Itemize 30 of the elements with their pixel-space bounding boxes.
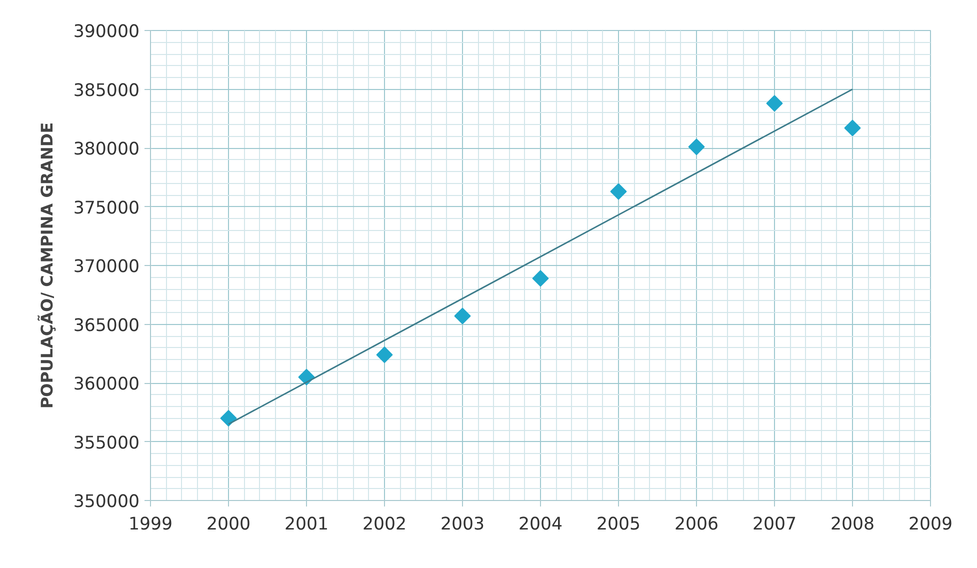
x-tick-label: 2001 (284, 514, 329, 534)
point (376, 346, 393, 364)
y-tick-label: 360000 (73, 374, 140, 394)
x-tick-label: 2003 (440, 514, 485, 534)
x-tick-label: 1999 (128, 514, 173, 534)
y-tick-label: 390000 (73, 22, 140, 42)
y-tick-label: 380000 (73, 140, 140, 160)
point (610, 183, 627, 200)
y-tick-label: 350000 (73, 492, 140, 512)
x-tick-label: 2004 (518, 514, 563, 534)
x-tick-label: 2007 (752, 514, 797, 534)
x-tick-label: 2009 (908, 514, 953, 534)
y-axis-title: POPULAÇÃO/ CAMPINA GRANDE (37, 122, 56, 409)
x-tick-label: 2006 (674, 514, 719, 534)
point (532, 270, 549, 287)
y-tick-label: 365000 (73, 316, 140, 336)
y-tick-label: 370000 (73, 257, 140, 277)
point (298, 368, 315, 386)
y-tick-label: 355000 (73, 433, 140, 454)
x-tick-label: 2000 (206, 514, 251, 534)
x-tick-label: 2005 (596, 514, 641, 534)
y-tick-label: 385000 (73, 80, 140, 101)
y-tick-label: 375000 (73, 198, 140, 218)
x-tick-label: 2002 (362, 514, 407, 534)
point (766, 95, 783, 112)
point (688, 138, 705, 156)
point (220, 410, 237, 427)
point (844, 120, 861, 136)
point (454, 308, 471, 324)
x-tick-label: 2008 (830, 514, 875, 534)
